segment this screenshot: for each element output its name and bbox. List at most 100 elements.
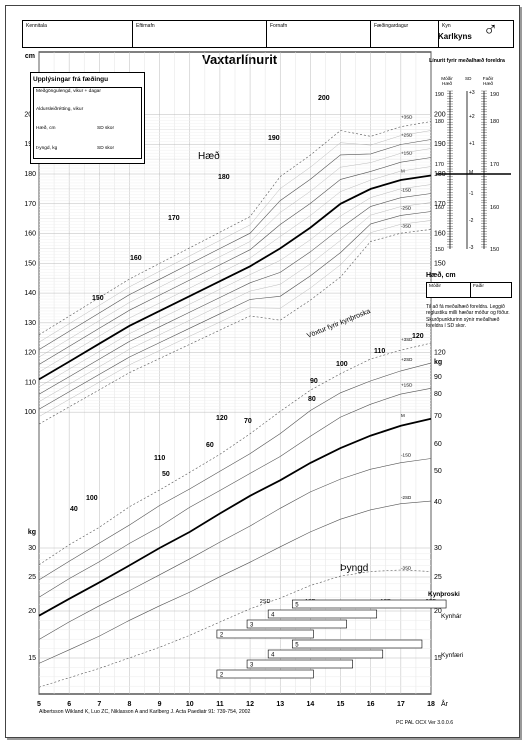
- height-box-mother: Móðir: [429, 284, 441, 289]
- puberty-stage-number: 2: [220, 633, 224, 639]
- inline-weight-label: 120: [412, 333, 424, 340]
- header-field-label: Fornafn: [270, 23, 288, 29]
- weight-sd-label: -1SD: [401, 452, 412, 457]
- inline-height-label: 200: [318, 95, 330, 102]
- inline-height-label: 170: [168, 215, 180, 222]
- puberty-stage-number: 3: [250, 663, 254, 669]
- weight-label: Þyngd: [340, 563, 368, 574]
- weight-sd-label: +1SD: [401, 382, 413, 387]
- right-kg-tick: 90: [434, 374, 442, 381]
- right-cm-tick: 170: [434, 201, 446, 208]
- prepubertal-label: Vöxtur fyrir kynþroska: [306, 308, 371, 340]
- parent-col-sd: SD: [465, 76, 472, 81]
- parent-col-father: Faðir Hæð: [482, 76, 494, 86]
- weight-sd-label: +3SD: [401, 337, 413, 342]
- weight-sd-curve: [38, 569, 432, 688]
- puberty-sd-label: 2SD: [260, 599, 271, 605]
- parent-sd-tick: +2: [469, 114, 475, 120]
- left-cm-tick: 160: [24, 231, 36, 238]
- inline-weight-label: 40: [70, 506, 78, 513]
- chart-title: Vaxtarlínurit: [202, 52, 278, 67]
- inline-weight-label: 70: [244, 418, 252, 425]
- inline-height-label: 100: [86, 495, 98, 502]
- x-tick-label: 8: [128, 701, 132, 708]
- left-cm-tick: 110: [25, 379, 36, 386]
- birth-info-heading: Upplýsingar frá fæðingu: [33, 76, 109, 83]
- left-kg-tick: 30: [28, 545, 36, 552]
- height-half-sd-curve: [38, 166, 432, 373]
- left-cm-tick: 150: [24, 260, 36, 267]
- weight-sd-label: -2SD: [401, 495, 412, 500]
- puberty-stage-bar: [246, 659, 353, 669]
- header-field-label: Kyn: [442, 23, 451, 29]
- inline-weight-label: 110: [374, 348, 385, 355]
- left-cm-tick: 100: [24, 409, 36, 416]
- height-sd-curve: [38, 157, 432, 365]
- x-tick-label: 17: [397, 701, 405, 708]
- right-cm-tick: 160: [434, 231, 446, 238]
- height-sd-label: -2SD: [401, 205, 412, 210]
- height-sd-curve: [38, 193, 432, 395]
- male-symbol-icon: ♂: [483, 19, 498, 41]
- right-kg-tick: 70: [434, 413, 442, 420]
- puberty-stage-number: 5: [295, 603, 299, 609]
- birth-row-1: Aldursleiðrétting, vikur: [36, 107, 84, 112]
- left-cm-tick: 140: [24, 290, 36, 297]
- left-cm-tick: 180: [24, 171, 36, 178]
- genitals-label: Kynfæri: [441, 652, 463, 659]
- inline-height-label: 120: [216, 415, 228, 422]
- header-field-label: Eftirnafn: [136, 23, 155, 29]
- x-tick-label: 9: [158, 701, 162, 708]
- right-kg-tick: 60: [434, 441, 442, 448]
- weight-sd-curve: [38, 500, 432, 664]
- inline-height-label: 160: [130, 255, 142, 262]
- pubic-hair-label: Kynhár: [441, 613, 462, 620]
- right-kg-tick: 80: [434, 391, 442, 398]
- parent-panel-title: Línurit fyrir meðalhæð foreldra: [429, 58, 505, 64]
- header-field-0[interactable]: Kennitala: [22, 20, 132, 48]
- header-field-3[interactable]: Fæðingardagur: [370, 20, 438, 48]
- right-cm-tick: 190: [434, 141, 446, 148]
- puberty-label: Kynþroski: [428, 591, 460, 598]
- height-sd-label: M: [401, 168, 405, 173]
- puberty-stage-bar: [267, 609, 378, 619]
- weight-sd-label: -3SD: [401, 566, 412, 571]
- height-half-sd-curve: [38, 202, 432, 402]
- puberty-stage-bar: [246, 619, 347, 629]
- height-half-sd-curve: [38, 130, 432, 343]
- parent-sd-tick: -1: [469, 191, 474, 197]
- header-field-4[interactable]: Kyn: [438, 20, 514, 48]
- height-box: Móðir Faðir: [426, 282, 512, 298]
- left-cm-tick: 130: [24, 320, 36, 327]
- weight-sd-curve: [38, 458, 432, 640]
- height-sd-curve: [38, 121, 432, 336]
- inline-weight-label: 90: [310, 378, 318, 385]
- x-tick-label: 12: [246, 701, 254, 708]
- right-kg-tick: 20: [434, 608, 442, 615]
- height-sd-label: -3SD: [401, 223, 412, 228]
- header-field-2[interactable]: Fornafn: [266, 20, 370, 48]
- x-tick-label: 15: [337, 701, 345, 708]
- right-cm-tick: 200: [434, 111, 446, 118]
- parent-father-tick: 180: [490, 119, 499, 125]
- parent-sd-tick: +1: [469, 141, 475, 147]
- left-cm-tick: 120: [24, 350, 36, 357]
- header-field-1[interactable]: Eftirnafn: [132, 20, 266, 48]
- x-axis-unit: År: [441, 699, 449, 708]
- puberty-stage-bar: [216, 669, 314, 679]
- parent-mother-tick: 190: [435, 92, 444, 98]
- weight-sd-curve: [38, 417, 432, 617]
- x-tick-label: 16: [367, 701, 375, 708]
- inline-weight-label: 80: [308, 396, 316, 403]
- left-kg-tick: 25: [28, 574, 36, 581]
- parent-sd-tick: -2: [469, 218, 474, 224]
- height-sd-curve: [38, 229, 432, 425]
- height-half-sd-curve: [38, 220, 432, 417]
- birth-row-2b: SD skor: [97, 126, 115, 131]
- parent-sd-tick: -3: [469, 245, 474, 251]
- inline-height-label: 150: [92, 295, 104, 302]
- kg-unit-right: kg: [434, 359, 442, 366]
- x-tick-label: 18: [427, 701, 435, 708]
- height-label: Hæð: [198, 150, 220, 162]
- puberty-stage-number: 2: [220, 673, 224, 679]
